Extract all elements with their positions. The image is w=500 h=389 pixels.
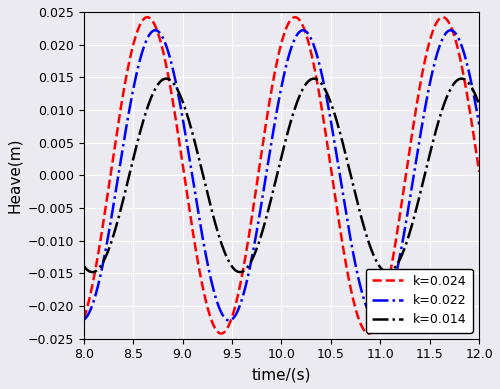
k=0.014: [395, 261, 401, 265]
k=0.024: [366, 331, 372, 336]
k=0.024: [440, 15, 446, 19]
Legend: k=0.024, k=0.022, k=0.014: k=0.024, k=0.022, k=0.014: [366, 268, 473, 333]
k=0.022: [395, 263, 401, 268]
k=0.022: [476, 122, 482, 127]
k=0.014: [224, 255, 230, 260]
Line: k=0.022: k=0.022: [84, 30, 479, 321]
k=0.024: [224, 327, 230, 331]
k=0.014: [315, 78, 321, 82]
k=0.024: [100, 218, 106, 223]
Line: k=0.024: k=0.024: [84, 17, 479, 333]
k=0.014: [476, 102, 482, 107]
k=0.024: [332, 193, 338, 198]
k=0.022: [332, 143, 338, 147]
k=0.022: [224, 317, 230, 322]
k=0.022: [448, 28, 454, 33]
Y-axis label: Heave(m): Heave(m): [7, 138, 22, 213]
k=0.024: [80, 317, 86, 321]
Line: k=0.014: k=0.014: [84, 79, 479, 272]
k=0.022: [374, 318, 380, 323]
k=0.014: [332, 113, 338, 117]
k=0.022: [314, 56, 320, 60]
k=0.024: [314, 83, 320, 88]
k=0.014: [80, 263, 86, 268]
k=0.022: [374, 318, 380, 323]
X-axis label: time/(s): time/(s): [252, 367, 311, 382]
k=0.022: [80, 317, 86, 322]
k=0.014: [100, 259, 106, 263]
k=0.024: [476, 170, 482, 174]
k=0.014: [458, 76, 464, 81]
k=0.024: [374, 322, 380, 327]
k=0.014: [374, 260, 380, 265]
k=0.022: [100, 258, 106, 263]
k=0.014: [90, 270, 96, 274]
k=0.024: [395, 224, 401, 229]
